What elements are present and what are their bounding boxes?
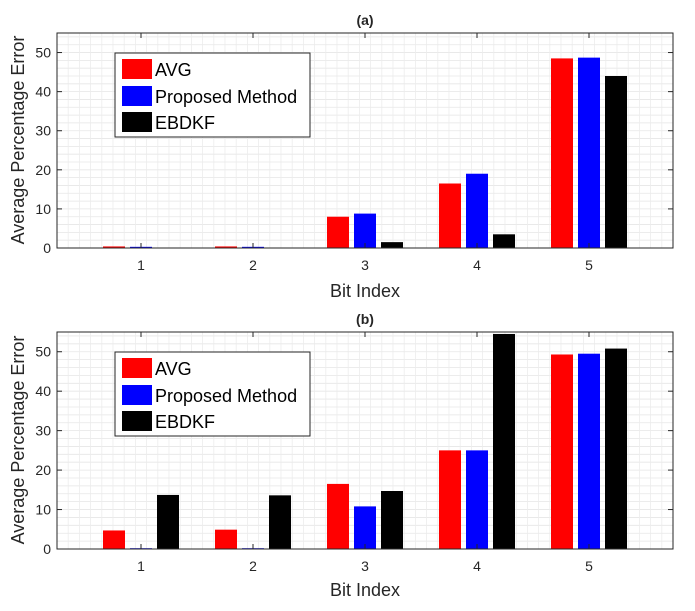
y-tick-label: 10 xyxy=(35,201,51,217)
legend-label-avg-b: AVG xyxy=(155,359,192,379)
y-tick-label: 20 xyxy=(35,462,51,478)
bar-avg-1 xyxy=(103,246,125,248)
y-tick-label: 30 xyxy=(35,423,51,439)
legend-label-ebdkf-b: EBDKF xyxy=(155,412,215,432)
y-ticks-b: 0 10 20 30 40 50 xyxy=(35,344,673,557)
x-tick-label: 2 xyxy=(249,257,257,273)
x-tick-label: 3 xyxy=(361,558,369,574)
bar-ebdkf-4 xyxy=(493,234,515,248)
x-tick-label: 2 xyxy=(249,558,257,574)
bar-ebdkf-3 xyxy=(381,491,403,549)
bar-avg-3 xyxy=(327,216,349,248)
legend-swatch-proposed-a xyxy=(122,86,152,106)
x-tick-label: 1 xyxy=(137,257,145,273)
bar-avg-2 xyxy=(215,529,237,549)
bar-avg-3 xyxy=(327,483,349,549)
chart-title-b: (b) xyxy=(356,311,374,327)
bar-proposed-method-3 xyxy=(354,506,376,549)
bar-avg-5 xyxy=(551,354,573,549)
y-tick-label: 40 xyxy=(35,84,51,100)
bars-a xyxy=(103,57,627,249)
chart-title-a: (a) xyxy=(356,12,373,28)
bar-proposed-method-4 xyxy=(466,173,488,248)
y-tick-label: 40 xyxy=(35,383,51,399)
bar-avg-5 xyxy=(551,58,573,249)
y-tick-label: 30 xyxy=(35,123,51,139)
legend-swatch-avg-a xyxy=(122,59,152,79)
legend-swatch-proposed-b xyxy=(122,385,152,405)
bar-ebdkf-5 xyxy=(605,76,627,248)
y-tick-label: 20 xyxy=(35,162,51,178)
legend-swatch-avg-b xyxy=(122,358,152,378)
x-tick-label: 3 xyxy=(361,257,369,273)
x-tick-label: 4 xyxy=(473,257,481,273)
bar-ebdkf-1 xyxy=(157,494,179,549)
bars-b xyxy=(103,333,627,549)
y-tick-label: 50 xyxy=(35,344,51,360)
x-axis-label-b: Bit Index xyxy=(330,580,400,600)
y-axis-label-a: Average Percentage Error xyxy=(8,36,28,245)
legend-swatch-ebdkf-b xyxy=(122,411,152,431)
x-tick-label: 5 xyxy=(585,257,593,273)
bar-ebdkf-5 xyxy=(605,348,627,549)
legend-swatch-ebdkf-a xyxy=(122,112,152,132)
x-axis-label-a: Bit Index xyxy=(330,281,400,301)
legend-label-proposed-b: Proposed Method xyxy=(155,386,297,406)
bar-avg-1 xyxy=(103,530,125,549)
legend-label-ebdkf-a: EBDKF xyxy=(155,113,215,133)
x-tick-label: 1 xyxy=(137,558,145,574)
x-tick-label: 4 xyxy=(473,558,481,574)
legend-label-proposed-a: Proposed Method xyxy=(155,87,297,107)
y-ticks-a: 0 10 20 30 40 50 xyxy=(35,45,673,256)
chart-panel-b: 0 10 20 30 40 50 1 2 3 4 5 (b) Bit Index Average … xyxy=(8,311,674,600)
legend-a: AVG Proposed Method EBDKF xyxy=(114,52,311,138)
bar-proposed-method-3 xyxy=(354,213,376,248)
y-tick-label: 50 xyxy=(35,45,51,61)
y-tick-label: 0 xyxy=(43,240,51,256)
x-ticks-b: 1 2 3 4 5 xyxy=(137,332,593,574)
legend-label-avg-a: AVG xyxy=(155,60,192,80)
bar-proposed-method-5 xyxy=(578,57,600,248)
bar-ebdkf-3 xyxy=(381,242,403,248)
bar-avg-2 xyxy=(215,246,237,248)
chart-panel-a: 0 10 20 30 40 50 1 2 3 4 5 (a) Bit Index Average … xyxy=(8,12,674,301)
x-tick-label: 5 xyxy=(585,558,593,574)
bar-avg-4 xyxy=(439,183,461,248)
bar-ebdkf-2 xyxy=(269,495,291,549)
y-tick-label: 10 xyxy=(35,502,51,518)
bar-ebdkf-4 xyxy=(493,333,515,549)
legend-b: AVG Proposed Method EBDKF xyxy=(114,351,311,437)
y-tick-label: 0 xyxy=(43,541,51,557)
bar-proposed-method-4 xyxy=(466,450,488,549)
bar-proposed-method-5 xyxy=(578,353,600,549)
bar-avg-4 xyxy=(439,450,461,549)
y-axis-label-b: Average Percentage Error xyxy=(8,336,28,545)
x-ticks-a: 1 2 3 4 5 xyxy=(137,33,593,273)
